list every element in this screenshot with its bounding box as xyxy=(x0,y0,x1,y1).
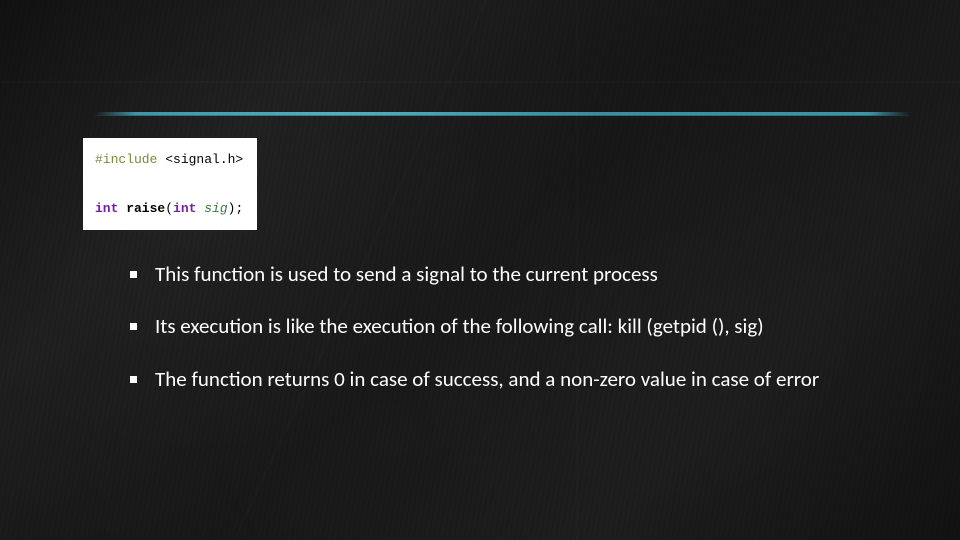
bullet-icon xyxy=(130,323,137,330)
bullet-icon xyxy=(130,376,137,383)
paren-close: ); xyxy=(228,201,244,216)
divider-rule xyxy=(95,112,910,116)
include-header: <signal.h> xyxy=(157,152,243,167)
include-keyword: #include xyxy=(95,152,157,167)
return-type: int xyxy=(95,201,118,216)
list-item: This function is used to send a signal t… xyxy=(130,260,850,288)
param-type: int xyxy=(173,201,196,216)
bullet-text: The function returns 0 in case of succes… xyxy=(155,365,850,393)
code-line-include: #include <signal.h> xyxy=(95,148,243,173)
list-item: The function returns 0 in case of succes… xyxy=(130,365,850,393)
code-snippet: #include <signal.h> int raise(int sig); xyxy=(83,138,257,230)
bullet-text: This function is used to send a signal t… xyxy=(155,260,850,288)
list-item: Its execution is like the execution of t… xyxy=(130,312,850,340)
bullet-text: Its execution is like the execution of t… xyxy=(155,312,850,340)
function-name: raise xyxy=(118,201,165,216)
paren-open: ( xyxy=(165,201,173,216)
slide: #include <signal.h> int raise(int sig); … xyxy=(0,0,960,540)
param-name: sig xyxy=(196,201,227,216)
bullet-icon xyxy=(130,271,137,278)
code-line-proto: int raise(int sig); xyxy=(95,197,243,222)
bullet-list: This function is used to send a signal t… xyxy=(130,260,850,393)
code-line-blank xyxy=(95,173,243,198)
